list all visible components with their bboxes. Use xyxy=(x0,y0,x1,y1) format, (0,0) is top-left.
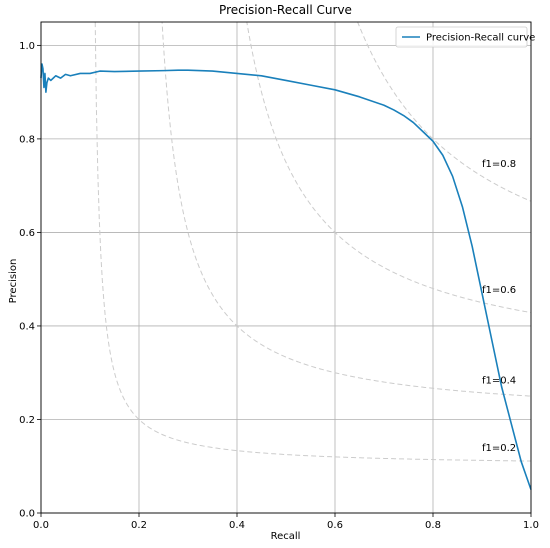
iso-f1-label: f1=0.4 xyxy=(482,375,516,386)
iso-f1-curve xyxy=(161,22,531,397)
legend-box xyxy=(395,26,528,48)
y-tick-label: 0.0 xyxy=(19,509,35,520)
x-axis-label: Recall xyxy=(271,531,301,542)
iso-f1-curves: f1=0.2 f1=0.4 f1=0.6 f1=0.8 xyxy=(94,22,531,462)
y-tick-label: 0.4 xyxy=(19,321,35,332)
series-line xyxy=(40,63,532,490)
legend-label: Precision-Recall curve xyxy=(426,33,535,44)
x-tick-label: 0.8 xyxy=(425,520,441,531)
iso-f1-curve xyxy=(357,22,531,202)
iso-f1-label: f1=0.8 xyxy=(482,159,516,170)
iso-f1-label: f1=0.6 xyxy=(482,285,516,296)
iso-f1-label: f1=0.2 xyxy=(482,443,516,454)
x-tick-label: 0.0 xyxy=(33,520,49,531)
x-tick-label: 0.6 xyxy=(327,520,343,531)
chart-title: Precision-Recall Curve xyxy=(219,3,352,17)
x-tick-label: 1.0 xyxy=(523,520,539,531)
axes-frame xyxy=(40,21,532,514)
legend: Precision-Recall curve xyxy=(395,26,535,48)
tick-labels: 0.0 0.2 0.4 0.6 0.8 1.0 0.0 0.2 0.4 0.6 0.8 1.0 xyxy=(19,41,539,531)
iso-f1-curve xyxy=(94,22,531,462)
x-tick-label: 0.2 xyxy=(131,520,147,531)
y-axis-label: Precision xyxy=(8,259,19,304)
y-tick-label: 0.2 xyxy=(19,415,35,426)
grid xyxy=(40,22,532,514)
x-tick-label: 0.4 xyxy=(229,520,245,531)
y-tick-label: 0.8 xyxy=(19,134,35,145)
axes-border xyxy=(40,21,532,514)
y-tick-label: 0.6 xyxy=(19,228,35,239)
series-layer xyxy=(40,63,532,490)
y-tick-label: 1.0 xyxy=(19,41,35,52)
